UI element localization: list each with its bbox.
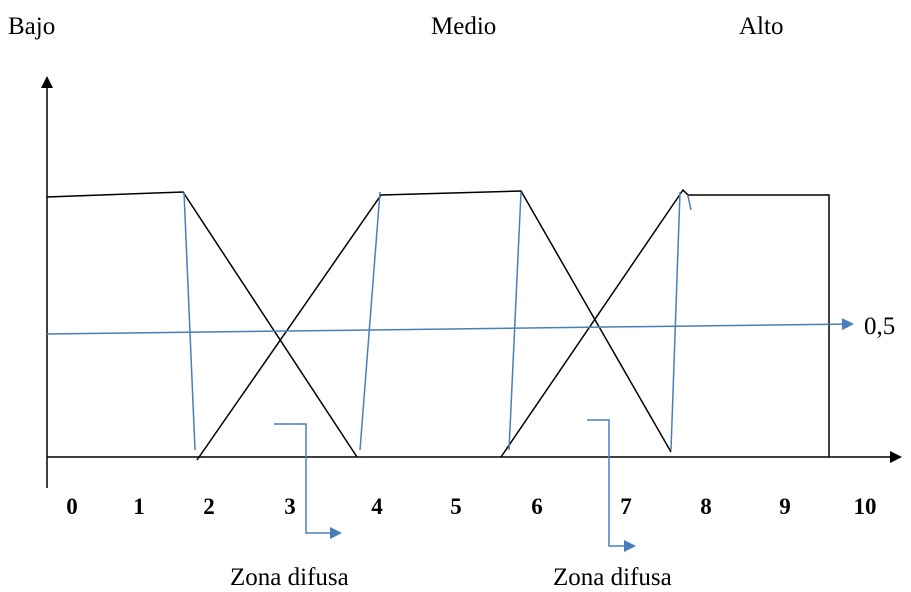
x-tick-label: 10 <box>853 494 877 519</box>
x-tick-label: 4 <box>371 494 383 519</box>
set-label-bajo: Bajo <box>8 13 56 40</box>
x-tick-label: 3 <box>284 494 296 519</box>
half-membership-label: 0,5 <box>864 313 896 340</box>
x-tick-label: 2 <box>203 494 215 519</box>
zone-label-left: Zona difusa <box>230 564 349 591</box>
x-tick-label: 0 <box>66 494 78 519</box>
half-membership-line <box>46 318 854 335</box>
guide-tick <box>687 195 692 211</box>
guide-line <box>183 191 196 451</box>
guide-line <box>508 191 522 451</box>
x-tick-label: 7 <box>620 494 632 519</box>
guide-line <box>670 191 681 451</box>
x-tick-label: 5 <box>450 494 462 519</box>
set-label-medio: Medio <box>431 13 497 40</box>
set-label-alto: Alto <box>739 13 784 40</box>
bajo-membership-line <box>46 191 358 458</box>
zone-arrow-right <box>587 419 636 552</box>
zone-arrow-left <box>274 423 342 539</box>
medio-membership-line <box>196 190 672 461</box>
zone-label-right: Zona difusa <box>553 564 672 591</box>
alto-membership-line <box>500 188 830 458</box>
x-tick-label: 6 <box>531 494 543 519</box>
x-tick-label: 1 <box>133 494 145 519</box>
x-tick-label: 8 <box>700 494 712 519</box>
guide-line <box>359 191 381 451</box>
x-tick-label: 9 <box>779 494 791 519</box>
